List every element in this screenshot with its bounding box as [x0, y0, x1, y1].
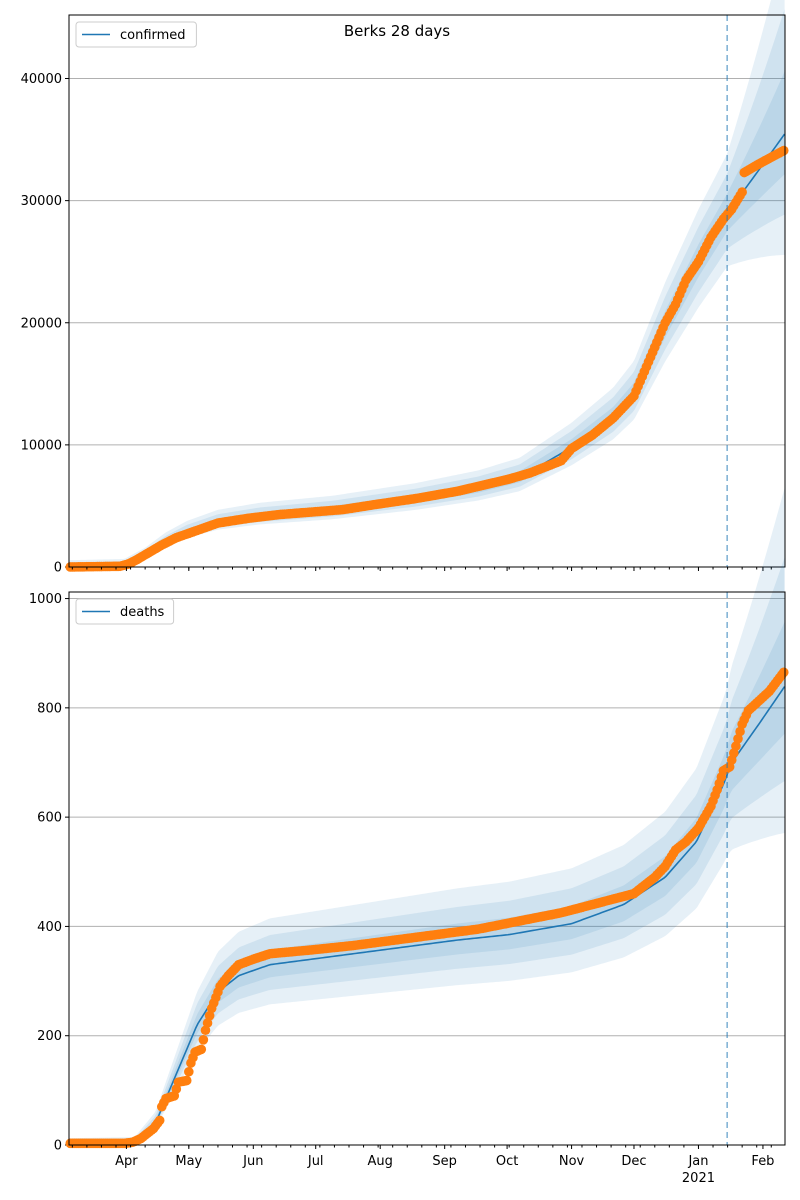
- y-tick-label: 30000: [21, 194, 62, 209]
- axes-frame: [68, 14, 786, 568]
- y-tick-label: 600: [37, 811, 62, 826]
- legend-label: confirmed: [120, 28, 186, 43]
- subplot-deaths: 0 200 400 600 800 1000 Apr May Jun Jul Aug Sep Oct No…: [29, 488, 789, 1186]
- x-tick-label: Feb: [751, 1154, 774, 1169]
- observed-point: [778, 145, 789, 156]
- x-tick-label: Dec: [621, 1154, 646, 1169]
- x-tick-label: Apr: [115, 1154, 138, 1169]
- year-label: 2021: [682, 1171, 715, 1186]
- legend: deaths: [75, 598, 175, 625]
- y-tick-label: 0: [54, 1139, 62, 1154]
- x-tick-label: Aug: [368, 1154, 393, 1169]
- legend: confirmed: [75, 21, 197, 48]
- observed-point: [735, 726, 745, 737]
- observed-point: [733, 734, 743, 744]
- legend-box: [75, 21, 197, 48]
- observed-point: [198, 1035, 209, 1045]
- legend-box: [75, 598, 175, 625]
- y-tick-label: 400: [37, 920, 62, 935]
- y-tick-label: 0: [54, 561, 62, 576]
- observed-point: [200, 1025, 211, 1036]
- observed-point: [778, 667, 789, 678]
- legend-label: deaths: [120, 605, 165, 620]
- observed-point: [202, 1018, 213, 1028]
- observed-point: [731, 741, 741, 751]
- observed-point: [181, 1075, 192, 1086]
- observed-point: [737, 187, 747, 197]
- observed-point: [196, 1044, 207, 1055]
- subplot-confirmed: 0 10000 20000 30000 40000 confirmed Berks 28 d…: [21, 0, 789, 576]
- x-tick-label: Nov: [559, 1154, 585, 1169]
- axes-frame: [68, 591, 786, 1146]
- y-tick-label: 200: [37, 1029, 62, 1044]
- y-tick-label: 20000: [21, 316, 62, 331]
- confidence-band-3: [69, 488, 785, 1145]
- observed-point: [184, 1066, 194, 1077]
- observed-point: [154, 1115, 165, 1126]
- y-tick-label: 40000: [21, 72, 62, 87]
- x-tick-label: May: [175, 1154, 202, 1169]
- chart-title: Berks 28 days: [344, 22, 450, 40]
- y-tick-label: 10000: [21, 438, 62, 453]
- x-tick-label: Oct: [496, 1154, 518, 1169]
- observed-point: [204, 1010, 215, 1021]
- y-tick-label: 1000: [29, 592, 62, 607]
- x-tick-label: Jul: [307, 1154, 324, 1169]
- model-line: [68, 686, 786, 1146]
- x-tick-label: Jun: [242, 1154, 263, 1169]
- y-tick-label: 800: [37, 701, 62, 716]
- x-tick-label: Jan: [687, 1154, 708, 1169]
- x-tick-label: Sep: [432, 1154, 457, 1169]
